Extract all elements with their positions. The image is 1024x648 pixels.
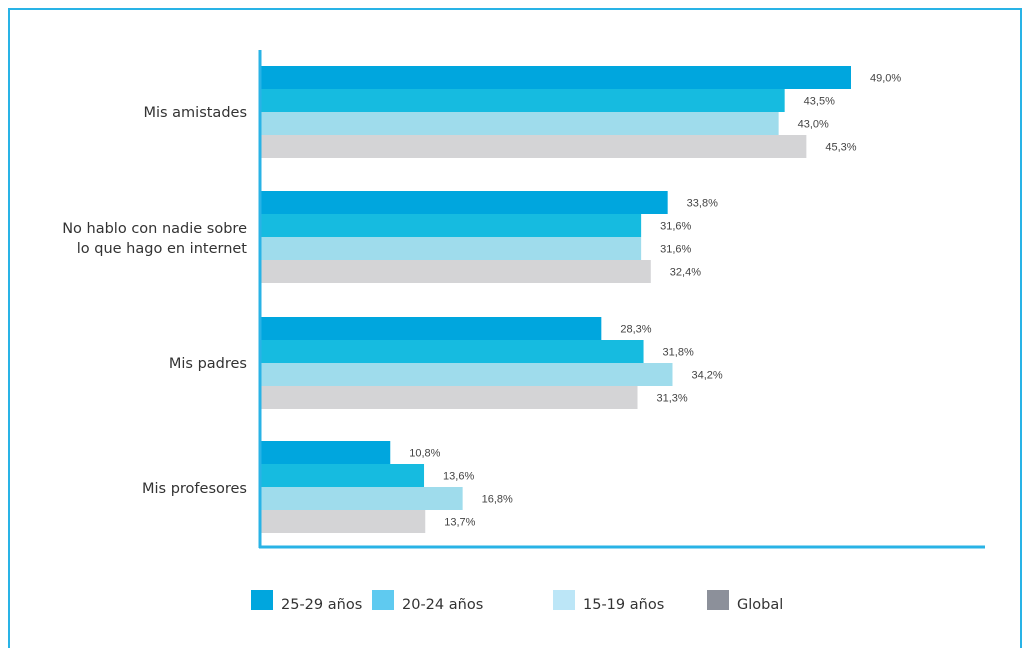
value-label: 31,6%: [660, 221, 691, 233]
bars-layer: [260, 66, 851, 533]
category-label-line: lo que hago en internet: [77, 241, 248, 257]
bar-3-3: [260, 363, 673, 386]
value-labels-layer: 49,0% 43,5% 43,0% 45,3% 33,8% 31,6% 31,6% 32,4%…: [409, 73, 901, 529]
value-label: 45,3%: [825, 142, 856, 154]
bar-2-4: [260, 260, 651, 283]
legend: 25-29 años 20-24 años 15-19 años Global: [251, 590, 783, 613]
value-label: 31,3%: [657, 393, 688, 405]
category-label-line: Mis padres: [169, 356, 247, 372]
value-label: 32,4%: [670, 267, 701, 279]
bar-1-4: [260, 135, 807, 158]
value-label: 13,6%: [443, 471, 474, 483]
category-label: Mis profesores: [142, 481, 247, 497]
bar-2-3: [260, 237, 642, 260]
category-labels-layer: Mis amistades No hablo con nadie sobre lo …: [62, 105, 247, 497]
legend-swatch: [553, 590, 575, 610]
category-label: Mis padres: [169, 356, 247, 372]
category-label-line: Mis amistades: [143, 105, 247, 121]
legend-label: 20-24 años: [402, 597, 483, 613]
bar-1-1: [260, 66, 851, 89]
bar-4-4: [260, 510, 426, 533]
bar-2-1: [260, 191, 668, 214]
chart-frame: [8, 8, 1022, 648]
value-label: 43,0%: [798, 119, 829, 131]
value-label: 10,8%: [409, 448, 440, 460]
bar-4-3: [260, 487, 463, 510]
legend-swatch: [707, 590, 729, 610]
category-label-line: No hablo con nadie sobre: [62, 221, 247, 237]
value-label: 34,2%: [691, 370, 722, 382]
legend-swatch: [372, 590, 394, 610]
legend-label: Global: [737, 597, 783, 613]
category-label-line: Mis profesores: [142, 481, 247, 497]
legend-swatch: [251, 590, 273, 610]
value-label: 16,8%: [482, 494, 513, 506]
value-label: 31,8%: [663, 347, 694, 359]
legend-label: 25-29 años: [281, 597, 362, 613]
bar-3-2: [260, 340, 644, 363]
legend-label: 15-19 años: [583, 597, 664, 613]
bar-4-1: [260, 441, 391, 464]
bar-4-2: [260, 464, 425, 487]
bar-2-2: [260, 214, 642, 237]
category-label: Mis amistades: [143, 105, 247, 121]
value-label: 33,8%: [687, 198, 718, 210]
value-label: 28,3%: [620, 324, 651, 336]
bar-1-2: [260, 89, 785, 112]
value-label: 49,0%: [870, 73, 901, 85]
bar-1-3: [260, 112, 779, 135]
value-label: 31,6%: [660, 244, 691, 256]
value-label: 43,5%: [804, 96, 835, 108]
value-label: 13,7%: [444, 517, 475, 529]
bar-3-4: [260, 386, 638, 409]
category-label: No hablo con nadie sobre lo que hago en i…: [62, 221, 247, 257]
bar-3-1: [260, 317, 602, 340]
